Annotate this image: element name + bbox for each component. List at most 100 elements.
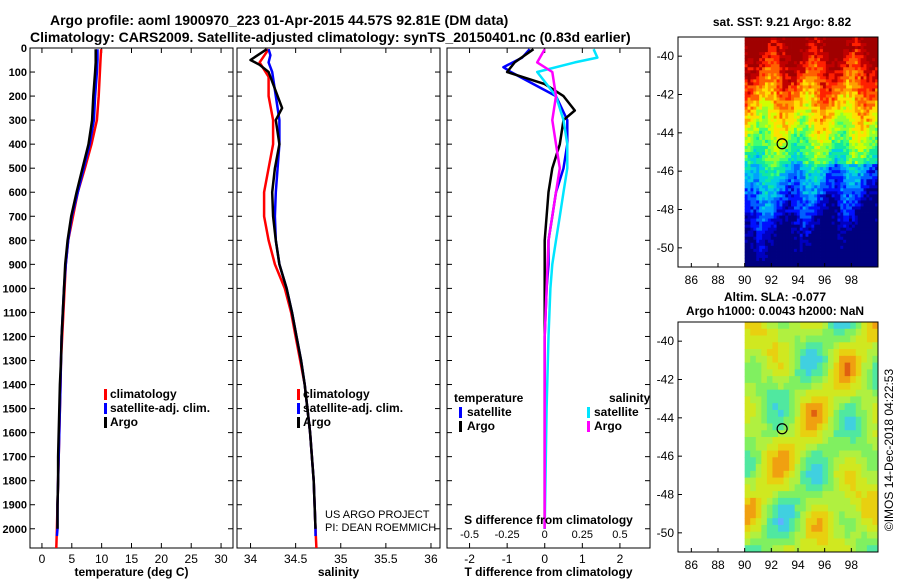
map-cell [789, 409, 796, 418]
map-cell [799, 112, 804, 117]
map-cell [817, 40, 821, 44]
map-cell [796, 49, 801, 53]
map-cell [785, 152, 789, 156]
map-cell [855, 423, 862, 431]
map-cell [764, 155, 769, 159]
map-cell [762, 109, 766, 114]
map-cell [860, 67, 864, 71]
map-cell [783, 504, 790, 512]
map-cell [828, 416, 834, 424]
map-cell [770, 133, 775, 138]
map-cell [849, 61, 853, 65]
map-cell [802, 112, 806, 117]
map-cell [833, 484, 840, 492]
map-cell [850, 335, 857, 343]
map-cell [840, 145, 844, 150]
map-cell [820, 115, 824, 120]
map-cell [779, 248, 783, 253]
map-cell [837, 115, 841, 120]
map-cell [843, 118, 847, 123]
map-cell [863, 254, 867, 259]
map-cell [799, 64, 804, 68]
map-cell [779, 164, 783, 168]
map-cell [750, 203, 754, 207]
map-cell [779, 61, 783, 65]
map-cell [811, 233, 815, 238]
map-cell [837, 185, 841, 189]
map-cell [820, 103, 824, 108]
map-cell [776, 254, 780, 259]
map-cell [756, 61, 760, 65]
map-cell [828, 430, 834, 438]
map-cell [776, 155, 780, 159]
map-cell [783, 497, 790, 506]
map-cell [770, 227, 775, 232]
map-cell [759, 40, 763, 44]
map-cell [849, 197, 853, 201]
map-cell [793, 239, 798, 244]
map-cell [822, 342, 829, 350]
map-cell [854, 155, 859, 159]
map-cell [866, 164, 870, 168]
map-cell [866, 349, 873, 357]
map-cell [846, 251, 850, 256]
map-cell [767, 170, 772, 174]
map-cell [744, 224, 748, 229]
map-cell [762, 52, 766, 56]
map-cell [814, 233, 818, 238]
map-cell [744, 221, 748, 226]
map-cell [872, 112, 876, 117]
map-cell [766, 518, 773, 526]
map-cell [834, 161, 838, 165]
map-cell [756, 79, 760, 83]
map-cell [776, 182, 780, 186]
map-cell [808, 209, 812, 213]
map-cell [866, 161, 870, 165]
map-cell [816, 491, 823, 499]
map-cell [828, 106, 833, 111]
map-cell [857, 218, 862, 223]
map-cell [770, 145, 775, 150]
map-cell [837, 233, 841, 238]
map-cell [766, 538, 773, 546]
map-cell [747, 73, 751, 77]
map-cell [811, 145, 815, 150]
map-cell [805, 152, 809, 156]
map-cell [851, 79, 856, 83]
map-cell [793, 64, 798, 68]
map-cell [761, 342, 768, 350]
map-cell [793, 206, 798, 210]
map-cell [816, 355, 823, 363]
map-cell [833, 457, 840, 465]
map-cell [753, 260, 757, 265]
map-cell [869, 173, 873, 177]
map-cell [828, 369, 834, 377]
map-cell [866, 188, 870, 192]
map-cell [855, 355, 862, 363]
map-cell [805, 200, 809, 204]
map-cell [814, 176, 818, 180]
map-cell [782, 152, 786, 156]
map-cell [863, 88, 867, 92]
map-cell [776, 215, 780, 219]
map-cell [747, 79, 751, 83]
map-cell [779, 167, 783, 171]
map-cell [805, 215, 809, 219]
map-cell [796, 127, 801, 132]
map-cell [799, 167, 804, 171]
map-cell [793, 94, 798, 98]
map-cell [854, 227, 859, 232]
map-cell [834, 218, 838, 223]
map-cell [817, 245, 821, 250]
map-cell [789, 403, 796, 411]
map-cell [834, 136, 838, 141]
map-cell [799, 148, 804, 153]
map-cell [808, 142, 812, 147]
map-cell [811, 477, 818, 485]
map-cell [785, 64, 789, 68]
map-cell [788, 76, 792, 80]
map-cell [753, 203, 757, 207]
map-cell [802, 155, 806, 159]
map-cell [820, 254, 824, 259]
map-cell [759, 106, 763, 111]
